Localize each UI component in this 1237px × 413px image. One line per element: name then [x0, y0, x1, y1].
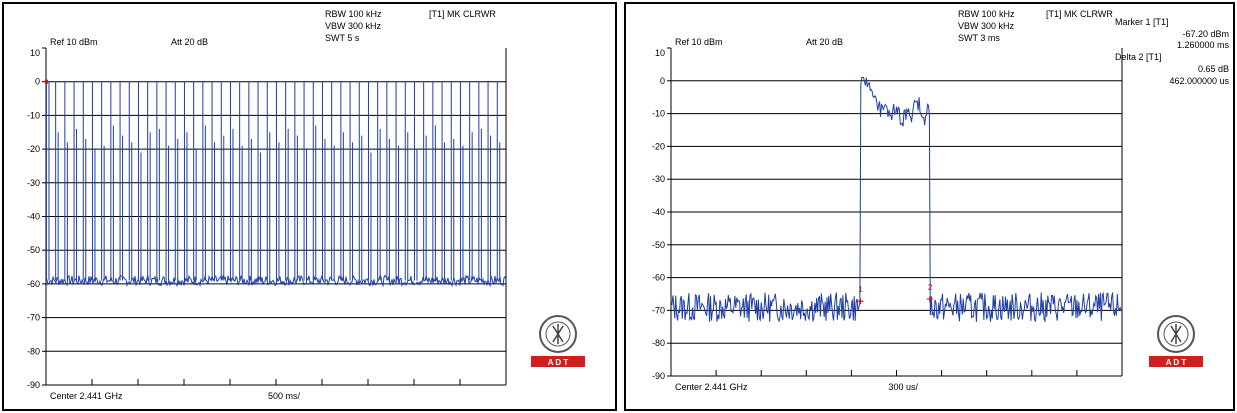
ref-level-label: Ref 10 dBm: [50, 37, 98, 47]
y-tick-label: -80: [652, 338, 665, 348]
y-tick-label: -90: [652, 371, 665, 381]
y-tick-label: -60: [27, 279, 40, 289]
marker1-title: Marker 1 [T1]: [1115, 17, 1169, 27]
swt-label: SWT 5 s: [325, 33, 360, 43]
y-tick-label: -10: [27, 110, 40, 120]
logo-emblem: [552, 324, 564, 344]
center-frequency-label: Center 2.441 GHz: [675, 382, 748, 392]
y-tick-label: 0: [35, 77, 40, 87]
y-tick-label: -10: [652, 109, 665, 119]
chart-left: RBW 100 kHz VBW 300 kHz SWT 5 s [T1] MK CLR…: [27, 9, 585, 401]
logo-caption: A D T: [548, 358, 569, 367]
y-tick-label: -70: [652, 305, 665, 315]
y-tick-label: 10: [30, 48, 40, 58]
y-tick-label: -20: [27, 144, 40, 154]
y-tick-label: -90: [27, 380, 40, 390]
trace-mode-label: [T1] MK CLRWR: [429, 9, 496, 19]
logo-bar: [1149, 356, 1203, 367]
burst-trace: [670, 77, 1123, 323]
delta2-level: 0.65 dB: [1198, 64, 1229, 74]
delta2-time: 462.000000 us: [1169, 76, 1229, 86]
marker-label: 2: [928, 283, 933, 292]
time-per-div-label: 500 ms/: [268, 391, 301, 401]
spectrum-panel-left: RBW 100 kHz VBW 300 kHz SWT 5 s [T1] MK CLR…: [2, 2, 617, 411]
trace-mode-label: [T1] MK CLRWR: [1046, 9, 1113, 19]
marker-dot: [45, 79, 48, 84]
y-tick-label: 0: [660, 76, 665, 86]
delta2-title: Delta 2 [T1]: [1115, 52, 1162, 62]
y-tick-label: -50: [27, 245, 40, 255]
bureau-veritas-logo: A D T: [1149, 315, 1203, 367]
chart-right: RBW 100 kHz VBW 300 kHz SWT 3 ms [T1] MK CL…: [652, 9, 1230, 392]
attenuation-label: Att 20 dB: [171, 37, 208, 47]
logo-emblem: [1170, 324, 1182, 344]
y-tick-label: -80: [27, 346, 40, 356]
y-tick-label: 10: [655, 48, 665, 58]
vbw-label: VBW 300 kHz: [958, 21, 1015, 31]
logo-caption: A D T: [1166, 358, 1187, 367]
rbw-label: RBW 100 kHz: [958, 9, 1015, 19]
attenuation-label: Att 20 dB: [806, 37, 843, 47]
y-tick-label: -30: [27, 178, 40, 188]
marker-point: [926, 296, 933, 303]
y-tick-label: -30: [652, 174, 665, 184]
marker-label: 1: [858, 285, 863, 294]
bureau-veritas-logo: A D T: [531, 315, 585, 367]
y-tick-label: -70: [27, 313, 40, 323]
y-tick-label: -20: [652, 141, 665, 151]
center-frequency-label: Center 2.441 GHz: [50, 391, 123, 401]
y-tick-label: -50: [652, 240, 665, 250]
rbw-label: RBW 100 kHz: [325, 9, 382, 19]
vbw-label: VBW 300 kHz: [325, 21, 382, 31]
marker1-time: 1.260000 ms: [1177, 40, 1230, 50]
swt-label: SWT 3 ms: [958, 33, 1000, 43]
logo-bar: [531, 356, 585, 367]
ref-level-label: Ref 10 dBm: [675, 37, 723, 47]
y-tick-label: -40: [652, 207, 665, 217]
marker1-level: -67.20 dBm: [1182, 29, 1229, 39]
y-tick-label: -60: [652, 273, 665, 283]
y-tick-label: -40: [27, 212, 40, 222]
marker-point: [857, 298, 864, 305]
spectrum-panel-right: RBW 100 kHz VBW 300 kHz SWT 3 ms [T1] MK CL…: [624, 2, 1235, 411]
time-per-div-label: 300 us/: [889, 382, 919, 392]
